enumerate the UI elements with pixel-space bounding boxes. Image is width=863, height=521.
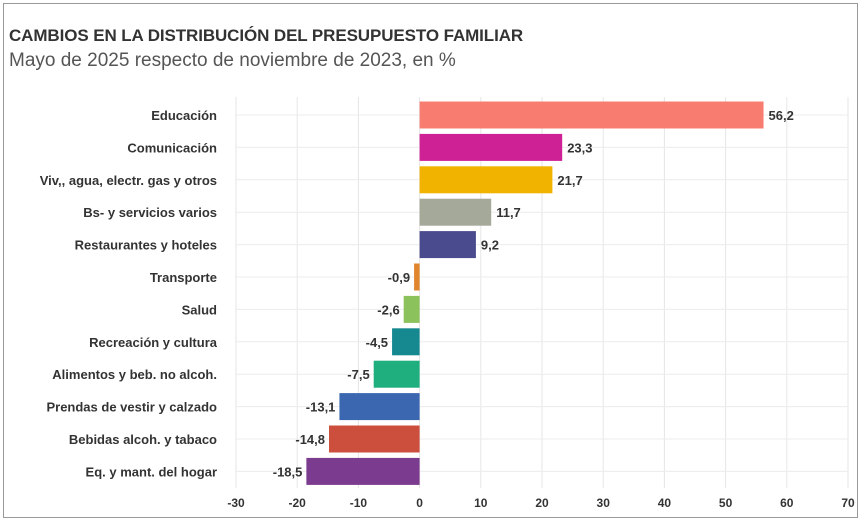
bar <box>419 166 553 194</box>
x-tick-label: -30 <box>227 496 245 510</box>
data-label: 56,2 <box>769 108 794 123</box>
chart-title: CAMBIOS EN LA DISTRIBUCIÓN DEL PRESUPUES… <box>9 26 524 45</box>
category-label: Bebidas alcoh. y tabaco <box>69 432 217 447</box>
x-tick-label: 40 <box>658 496 672 510</box>
data-label: -4,5 <box>366 335 388 350</box>
bar <box>392 328 420 356</box>
data-label: -7,5 <box>347 367 369 382</box>
bar <box>414 263 420 291</box>
bar <box>419 231 476 259</box>
category-label: Eq. y mant. del hogar <box>86 464 217 479</box>
bar <box>403 295 420 323</box>
category-label: Prendas de vestir y calzado <box>46 400 217 415</box>
data-label: 11,7 <box>496 205 521 220</box>
x-tick-label: 60 <box>780 496 794 510</box>
category-label: Salud <box>182 302 217 317</box>
category-label: Recreación y cultura <box>89 335 218 350</box>
x-tick-label: 30 <box>597 496 611 510</box>
chart-frame <box>3 3 858 518</box>
data-label: -0,9 <box>388 270 410 285</box>
bar <box>419 198 492 226</box>
x-tick-label: -10 <box>350 496 368 510</box>
data-label: 9,2 <box>481 238 499 253</box>
data-label: -13,1 <box>306 400 336 415</box>
data-label: -14,8 <box>295 432 325 447</box>
category-label: Comunicación <box>127 140 217 155</box>
x-tick-label: 70 <box>841 496 855 510</box>
data-label: 23,3 <box>567 140 592 155</box>
bar <box>373 360 420 388</box>
x-tick-label: 0 <box>416 496 423 510</box>
bar <box>306 457 420 485</box>
data-label: -2,6 <box>377 302 399 317</box>
x-tick-label: 10 <box>474 496 488 510</box>
x-tick-label: -20 <box>289 496 307 510</box>
data-label: 21,7 <box>557 173 582 188</box>
bar <box>419 101 764 129</box>
category-label: Transporte <box>150 270 217 285</box>
bar <box>419 133 563 161</box>
x-tick-label: 50 <box>719 496 733 510</box>
category-label: Educación <box>151 108 217 123</box>
bar <box>329 425 420 453</box>
x-tick-label: 20 <box>535 496 549 510</box>
category-label: Bs- y servicios varios <box>83 205 217 220</box>
category-label: Alimentos y beb. no alcoh. <box>52 367 217 382</box>
category-label: Restaurantes y hoteles <box>75 238 217 253</box>
bar <box>339 393 420 421</box>
category-label: Viv,, agua, electr. gas y otros <box>40 173 217 188</box>
data-label: -18,5 <box>273 464 303 479</box>
chart-subtitle: Mayo de 2025 respecto de noviembre de 20… <box>9 50 456 71</box>
